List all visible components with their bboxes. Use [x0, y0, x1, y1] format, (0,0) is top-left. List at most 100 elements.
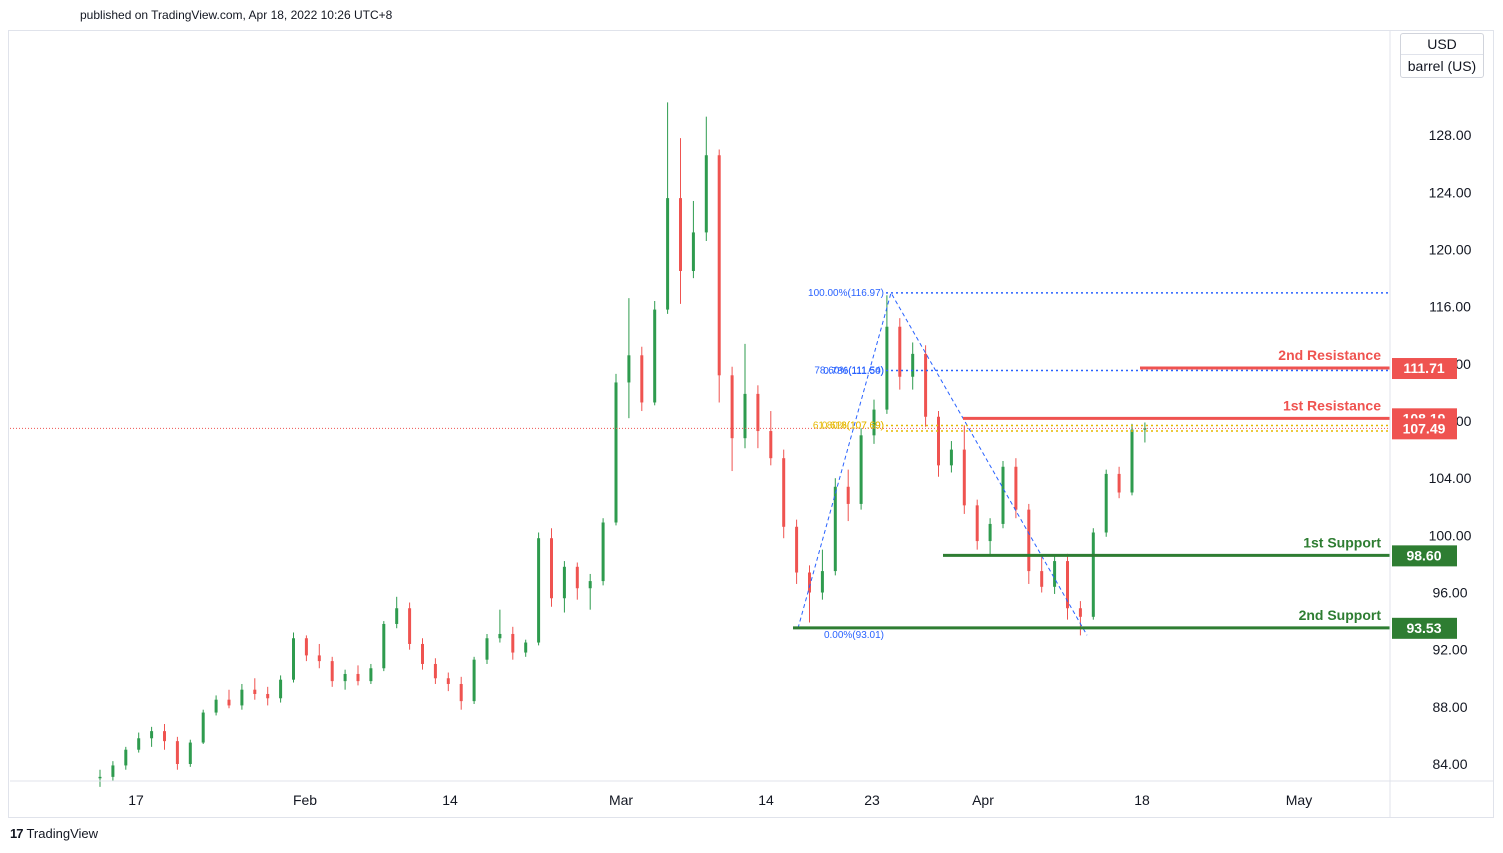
- candle-body: [214, 699, 218, 713]
- candle-body: [562, 566, 566, 599]
- candle-body: [588, 581, 592, 589]
- candle-body: [292, 638, 295, 680]
- candle-body: [691, 232, 695, 271]
- candle-body: [898, 326, 902, 377]
- x-tick-label: Apr: [972, 792, 994, 808]
- candles-layer: [98, 102, 1147, 787]
- candle-body: [369, 668, 373, 682]
- candle-body: [511, 633, 515, 653]
- candle-body: [1014, 466, 1018, 510]
- x-tick-label: May: [1286, 792, 1312, 808]
- candle-body: [743, 393, 747, 439]
- candle-body: [175, 741, 179, 764]
- fib-level-label: 0.786(111.50): [823, 366, 884, 377]
- fib-level-label: 100.00%(116.97): [808, 288, 884, 299]
- y-tick-label: 88.00: [1432, 699, 1467, 715]
- candle-body: [279, 679, 283, 699]
- candle-body: [188, 742, 192, 764]
- candle-body: [679, 198, 682, 271]
- x-tick-label: 17: [128, 792, 144, 808]
- candle-body: [833, 486, 837, 572]
- y-tick-label: 104.00: [1429, 470, 1472, 486]
- candle-body: [872, 409, 876, 436]
- level-price-tag: [1392, 617, 1457, 639]
- overlays-layer: 100.00%(116.97) 78.60%(111.54)0.786(111.5…: [10, 288, 1390, 641]
- candle-body: [304, 638, 308, 656]
- candle-body: [240, 689, 244, 706]
- last-price-tag: [1392, 418, 1457, 440]
- candle-body: [601, 522, 605, 582]
- candle-body: [885, 326, 889, 410]
- candle-body: [1130, 429, 1134, 493]
- candle-body: [421, 643, 424, 664]
- candle-body: [317, 655, 321, 662]
- candle-body: [537, 538, 541, 643]
- x-tick-label: 18: [1134, 792, 1150, 808]
- level-label: 1st Support: [1303, 534, 1381, 550]
- y-tick-label: 96.00: [1432, 585, 1467, 601]
- candle-body: [640, 355, 644, 403]
- y-tick-label: 100.00: [1429, 527, 1472, 543]
- x-axis: 17 Feb 14 Mar 14 23 Apr 18 May: [128, 792, 1312, 808]
- y-tick-label: 92.00: [1432, 642, 1467, 658]
- candle-body: [730, 375, 734, 439]
- candle-body: [163, 731, 166, 742]
- candle-body: [1053, 561, 1057, 587]
- candle-body: [137, 738, 141, 750]
- candle-body: [666, 198, 670, 310]
- candle-body: [627, 355, 631, 383]
- level-price-tag: [1392, 545, 1457, 567]
- brand-name: TradingView: [26, 826, 99, 841]
- candle-body: [472, 659, 476, 702]
- candle-body: [1078, 608, 1082, 617]
- candle-body: [356, 673, 360, 682]
- fib-level-label: 78.60%(111.54): [814, 365, 884, 376]
- candle-body: [1143, 428, 1147, 430]
- candle-body: [795, 526, 799, 573]
- footer-brand[interactable]: 17 TradingView: [10, 826, 98, 841]
- candle-body: [266, 693, 270, 699]
- candle-body: [1027, 509, 1031, 572]
- candle-body: [769, 431, 773, 459]
- candle-body: [382, 623, 386, 669]
- x-tick-label: Feb: [293, 792, 317, 808]
- chart-frame: [8, 30, 1494, 818]
- candle-body: [150, 731, 154, 739]
- candle-body: [433, 663, 437, 679]
- candle-body: [343, 673, 347, 682]
- fib-level-label: 61.80%(107.69): [813, 420, 884, 431]
- candle-body: [1117, 473, 1121, 493]
- y-tick-label: 84.00: [1432, 756, 1467, 772]
- candle-body: [201, 712, 205, 743]
- candle-body: [524, 642, 528, 653]
- candle-body: [408, 608, 412, 644]
- candle-body: [653, 309, 657, 403]
- candle-body: [614, 382, 618, 523]
- candle-body: [975, 505, 979, 542]
- fib-trend-line: [797, 291, 1088, 636]
- level-label: 1st Resistance: [1283, 397, 1381, 413]
- candle-body: [227, 699, 231, 706]
- level-price-tag-text: 111.71: [1403, 360, 1444, 376]
- candle-body: [575, 566, 579, 589]
- x-tick-label: 14: [758, 792, 774, 808]
- candle-body: [988, 523, 992, 542]
- candle-body: [98, 776, 102, 779]
- level-price-tag: [1392, 358, 1457, 380]
- last-price-tag-text: 107.49: [1403, 420, 1446, 436]
- candle-body: [1001, 466, 1005, 524]
- candle-body: [911, 353, 915, 377]
- candle-body: [1104, 473, 1108, 533]
- candle-body: [846, 486, 850, 504]
- candle-body: [859, 435, 863, 504]
- fib-level-label: 0.618(107.69): [822, 420, 884, 431]
- candle-body: [459, 683, 463, 702]
- x-tick-label: 14: [442, 792, 458, 808]
- currency-unit-selector[interactable]: USD barrel (US): [1400, 33, 1484, 78]
- candle-body: [820, 571, 824, 593]
- currency-label: USD: [1401, 34, 1483, 55]
- fib-level-label: 0.00%(93.01): [824, 630, 884, 641]
- candle-body: [550, 538, 553, 599]
